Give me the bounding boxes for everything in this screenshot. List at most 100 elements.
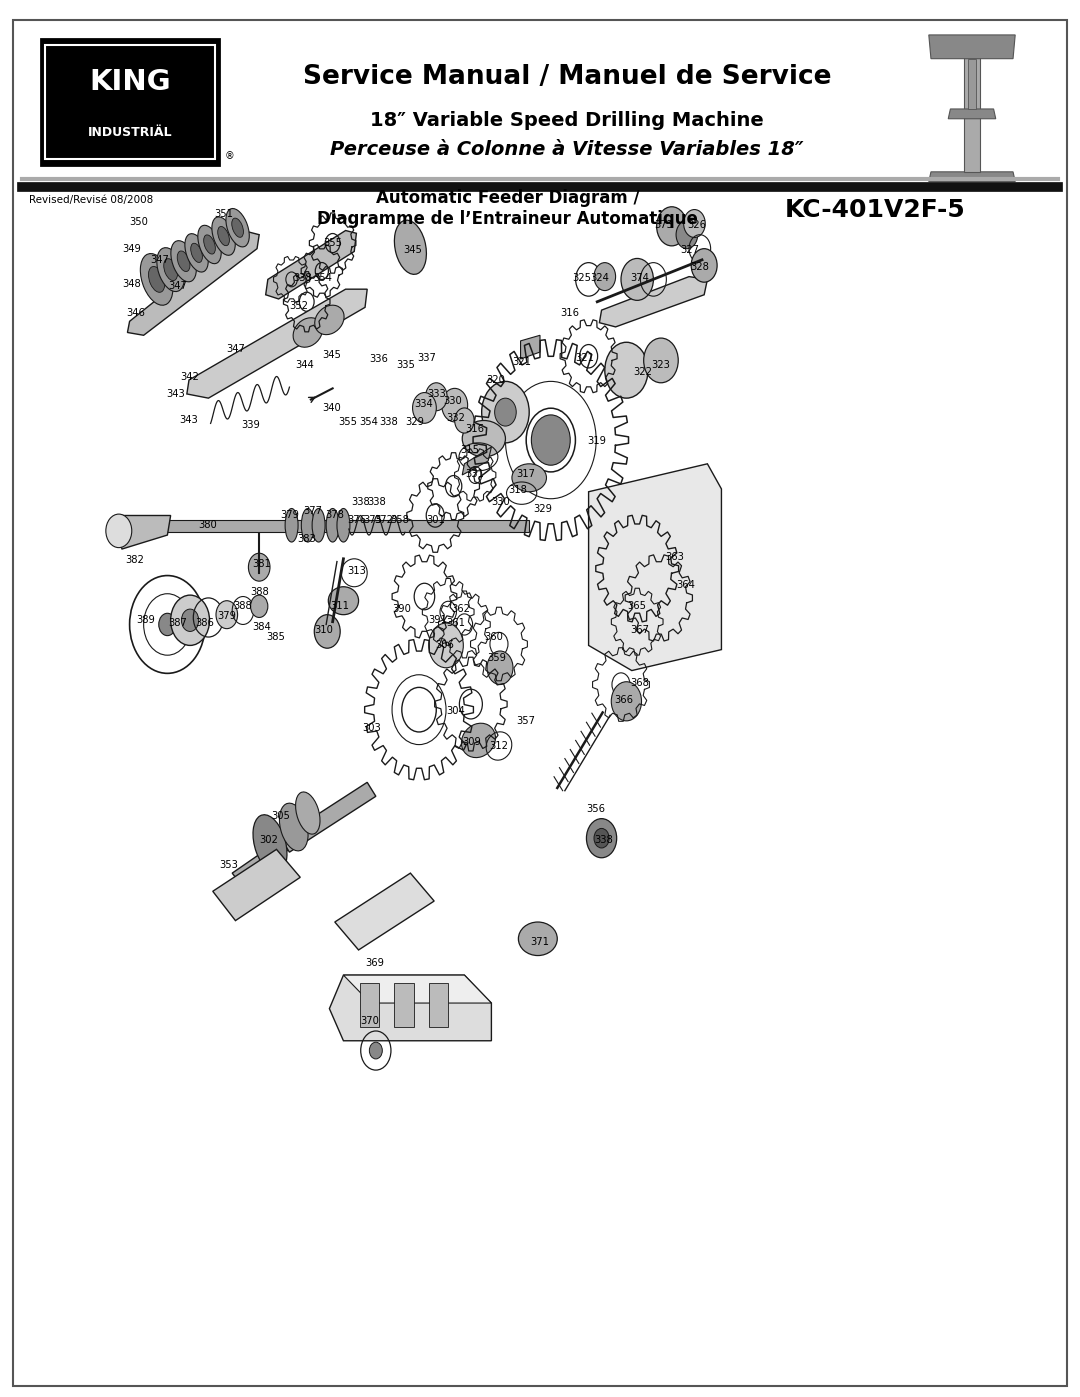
- Polygon shape: [187, 289, 367, 398]
- Text: 367: 367: [630, 624, 649, 636]
- Text: 311: 311: [330, 601, 350, 612]
- Text: 319: 319: [588, 436, 607, 447]
- Text: 379: 379: [217, 610, 237, 622]
- Text: 317: 317: [516, 468, 536, 479]
- Circle shape: [495, 398, 516, 426]
- Text: 356: 356: [586, 803, 606, 814]
- Text: 346: 346: [126, 307, 146, 319]
- Text: 372: 372: [374, 514, 393, 525]
- Circle shape: [586, 819, 617, 858]
- Ellipse shape: [301, 509, 314, 542]
- Text: 316: 316: [465, 423, 485, 434]
- Text: 324: 324: [590, 272, 609, 284]
- Ellipse shape: [280, 803, 308, 851]
- Polygon shape: [948, 109, 996, 119]
- Text: 375: 375: [363, 514, 382, 525]
- Polygon shape: [114, 515, 171, 549]
- Text: 381: 381: [252, 559, 271, 570]
- Text: 305: 305: [271, 810, 291, 821]
- Text: ®: ®: [225, 151, 234, 161]
- Ellipse shape: [461, 724, 496, 757]
- Ellipse shape: [328, 587, 359, 615]
- Text: 335: 335: [396, 359, 416, 370]
- Ellipse shape: [312, 509, 325, 542]
- Ellipse shape: [218, 226, 229, 246]
- Text: 374: 374: [630, 272, 649, 284]
- Text: Diagramme de l’Entraineur Automatique: Diagramme de l’Entraineur Automatique: [318, 211, 698, 228]
- Text: Automatic Feeder Diagram /: Automatic Feeder Diagram /: [376, 190, 639, 207]
- Polygon shape: [266, 231, 356, 299]
- Text: 318: 318: [508, 485, 527, 496]
- Polygon shape: [45, 45, 215, 159]
- Text: 361: 361: [446, 617, 465, 629]
- Polygon shape: [929, 35, 1015, 59]
- Ellipse shape: [293, 317, 323, 348]
- Text: 321: 321: [575, 352, 594, 363]
- Circle shape: [676, 221, 698, 249]
- Text: 355: 355: [323, 237, 342, 249]
- Text: 302: 302: [259, 834, 279, 845]
- Text: 332: 332: [446, 412, 465, 423]
- Text: 364: 364: [676, 580, 696, 591]
- Text: 347: 347: [226, 344, 245, 355]
- Text: 363: 363: [665, 552, 685, 563]
- Ellipse shape: [394, 221, 427, 274]
- Text: 306: 306: [435, 640, 455, 651]
- Text: 377: 377: [303, 506, 323, 517]
- Ellipse shape: [285, 509, 298, 542]
- Polygon shape: [41, 39, 219, 165]
- Text: 344: 344: [295, 359, 314, 370]
- Polygon shape: [394, 983, 414, 1027]
- Polygon shape: [521, 335, 540, 359]
- Ellipse shape: [462, 420, 505, 457]
- Polygon shape: [329, 975, 491, 1041]
- Circle shape: [251, 595, 268, 617]
- Text: 388: 388: [249, 587, 269, 598]
- Text: 369: 369: [365, 957, 384, 968]
- Circle shape: [594, 263, 616, 291]
- Text: KC-401V2F-5: KC-401V2F-5: [784, 197, 966, 222]
- Polygon shape: [213, 849, 300, 921]
- Circle shape: [657, 207, 687, 246]
- Text: 304: 304: [446, 705, 465, 717]
- Polygon shape: [360, 983, 379, 1027]
- Circle shape: [531, 415, 570, 465]
- Text: 313: 313: [347, 566, 366, 577]
- Ellipse shape: [518, 922, 557, 956]
- Text: 352: 352: [289, 300, 309, 312]
- Polygon shape: [343, 975, 491, 1003]
- Ellipse shape: [198, 225, 221, 264]
- Polygon shape: [127, 231, 259, 335]
- Text: 378: 378: [325, 510, 345, 521]
- Text: 370: 370: [360, 1016, 379, 1027]
- Circle shape: [248, 553, 270, 581]
- Ellipse shape: [226, 208, 249, 247]
- Ellipse shape: [157, 247, 185, 292]
- Circle shape: [429, 623, 463, 668]
- Circle shape: [106, 514, 132, 548]
- Text: 350: 350: [129, 217, 148, 228]
- Text: 331: 331: [465, 468, 485, 479]
- Polygon shape: [968, 59, 976, 109]
- Text: 357: 357: [516, 715, 536, 726]
- Text: 382: 382: [125, 555, 145, 566]
- Polygon shape: [964, 42, 980, 172]
- Ellipse shape: [296, 792, 320, 834]
- Text: 322: 322: [633, 366, 652, 377]
- Ellipse shape: [314, 305, 345, 335]
- Circle shape: [442, 388, 468, 422]
- Circle shape: [369, 1042, 382, 1059]
- Text: 360: 360: [484, 631, 503, 643]
- Ellipse shape: [212, 217, 235, 256]
- Ellipse shape: [164, 258, 177, 281]
- Circle shape: [487, 651, 513, 685]
- Text: 336: 336: [369, 353, 389, 365]
- Circle shape: [171, 595, 210, 645]
- Text: 343: 343: [166, 388, 186, 400]
- Polygon shape: [232, 817, 322, 883]
- Text: INDUSTRIÄL: INDUSTRIÄL: [87, 126, 173, 138]
- Text: 343: 343: [179, 415, 199, 426]
- Text: 389: 389: [136, 615, 156, 626]
- Ellipse shape: [253, 814, 287, 873]
- Text: 365: 365: [627, 601, 647, 612]
